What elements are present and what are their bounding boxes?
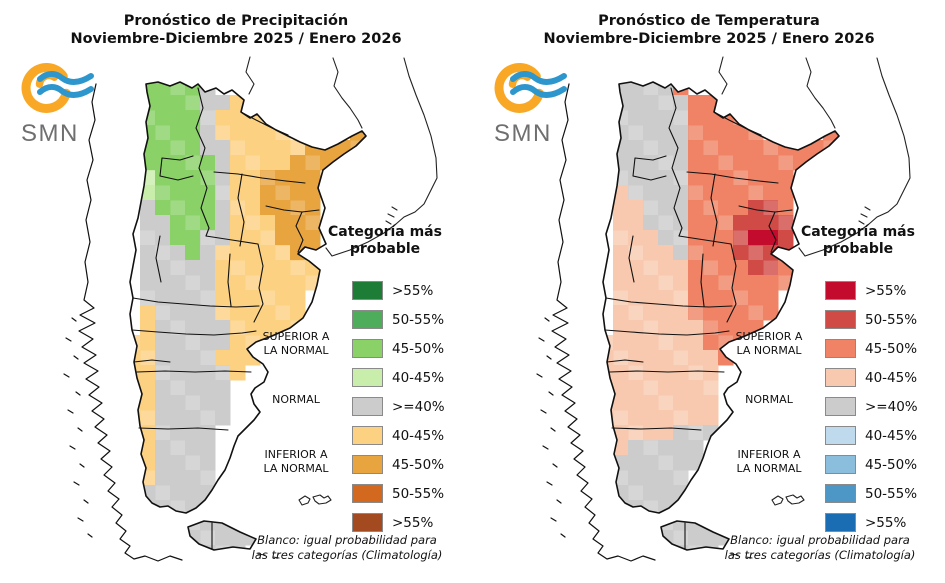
temperature-legend: >55% 50-55% 45-50% 40-45% >=40% 40-45% 4… <box>825 281 918 542</box>
title-line1: Pronóstico de Precipitación <box>123 13 349 29</box>
logo-wave-icon <box>510 84 567 98</box>
legend-entry: 40-45% <box>825 426 918 445</box>
legend-entry: >55% <box>352 513 445 532</box>
precipitation-title: Pronóstico de Precipitación Noviembre-Di… <box>0 12 472 48</box>
legend-entry: 40-45% <box>352 368 445 387</box>
legend-entry: >55% <box>825 513 918 532</box>
legend-label: 45-50% <box>865 340 918 357</box>
legend-entry: >=40% <box>352 397 445 416</box>
logo-ring-icon <box>494 62 544 113</box>
logo-ring-icon <box>21 62 71 113</box>
category-label-superior: SUPERIOR A LA NORMAL <box>735 330 803 357</box>
logo-wave-icon <box>37 84 94 98</box>
province-borders <box>131 87 320 550</box>
category-label-superior: SUPERIOR A LA NORMAL <box>262 330 330 357</box>
legend-label: >55% <box>865 514 907 531</box>
legend-entry: >55% <box>825 281 918 300</box>
legend-swatch <box>825 513 856 532</box>
legend-swatch <box>825 368 856 387</box>
smn-logo: SMN <box>494 62 567 147</box>
chile-coastline <box>536 83 656 562</box>
legend-entry: 40-45% <box>825 368 918 387</box>
legend-footnote: Blanco: igual probabilidad para las tres… <box>724 533 916 562</box>
legend-label: 40-45% <box>392 427 445 444</box>
legend-label: 45-50% <box>392 456 445 473</box>
legend-label: 40-45% <box>865 369 918 386</box>
legend-swatch <box>825 484 856 503</box>
legend-header: Categoría más probable <box>328 224 442 257</box>
legend-swatch <box>352 397 383 416</box>
legend-swatch <box>825 281 856 300</box>
legend-entry: 45-50% <box>352 339 445 358</box>
province-borders <box>604 87 793 550</box>
legend-swatch <box>352 368 383 387</box>
legend-entry: >55% <box>352 281 445 300</box>
legend-entry: 45-50% <box>825 455 918 474</box>
legend-label: >55% <box>392 514 434 531</box>
legend-label: 45-50% <box>392 340 445 357</box>
logo-wave-icon <box>37 71 94 85</box>
temperature-title: Pronóstico de Temperatura Noviembre-Dici… <box>473 12 945 48</box>
argentina-outline <box>602 81 840 551</box>
category-label-normal: NORMAL <box>272 393 320 406</box>
legend-entry: 50-55% <box>352 310 445 329</box>
legend-header: Categoría más probable <box>801 224 915 257</box>
neighbor-borders <box>718 56 911 559</box>
legend-label: 50-55% <box>865 311 918 328</box>
chile-coastline <box>63 83 183 562</box>
logo-wave-icon <box>510 71 567 85</box>
argentina-outline <box>129 81 367 551</box>
legend-footnote: Blanco: igual probabilidad para las tres… <box>251 533 443 562</box>
legend-swatch <box>825 455 856 474</box>
legend-label: 45-50% <box>865 456 918 473</box>
legend-entry: 40-45% <box>352 426 445 445</box>
legend-entry: 50-55% <box>825 484 918 503</box>
legend-entry: 45-50% <box>825 339 918 358</box>
legend-label: >55% <box>865 282 907 299</box>
logo-text: SMN <box>21 120 79 147</box>
legend-entry: >=40% <box>825 397 918 416</box>
legend-label: 40-45% <box>865 427 918 444</box>
legend-label: >=40% <box>392 398 445 415</box>
category-label-normal: NORMAL <box>745 393 793 406</box>
precipitation-map: SMN <box>21 56 438 562</box>
precipitation-legend: >55% 50-55% 45-50% 40-45% >=40% 40-45% 4… <box>352 281 445 542</box>
legend-label: >55% <box>392 282 434 299</box>
legend-swatch <box>352 426 383 445</box>
temperature-panel: Pronóstico de Temperatura Noviembre-Dici… <box>473 0 945 583</box>
legend-swatch <box>352 455 383 474</box>
legend-label: 50-55% <box>865 485 918 502</box>
legend-swatch <box>825 426 856 445</box>
legend-swatch <box>825 397 856 416</box>
forecast-grid <box>130 82 366 550</box>
logo-text: SMN <box>494 120 552 147</box>
legend-label: >=40% <box>865 398 918 415</box>
title-line1: Pronóstico de Temperatura <box>598 13 820 29</box>
title-line2: Noviembre-Diciembre 2025 / Enero 2026 <box>543 31 875 47</box>
legend-swatch <box>352 339 383 358</box>
forecast-grid <box>603 82 839 550</box>
legend-swatch <box>352 310 383 329</box>
legend-entry: 50-55% <box>825 310 918 329</box>
legend-label: 50-55% <box>392 311 445 328</box>
title-line2: Noviembre-Diciembre 2025 / Enero 2026 <box>70 31 402 47</box>
category-label-inferior: INFERIOR A LA NORMAL <box>263 448 329 475</box>
category-label-inferior: INFERIOR A LA NORMAL <box>736 448 802 475</box>
legend-swatch <box>352 484 383 503</box>
legend-entry: 45-50% <box>352 455 445 474</box>
temperature-map: SMN <box>494 56 911 562</box>
legend-swatch <box>352 281 383 300</box>
legend-label: 40-45% <box>392 369 445 386</box>
legend-label: 50-55% <box>392 485 445 502</box>
precipitation-panel: Pronóstico de Precipitación Noviembre-Di… <box>0 0 472 583</box>
legend-entry: 50-55% <box>352 484 445 503</box>
legend-swatch <box>825 339 856 358</box>
legend-swatch <box>352 513 383 532</box>
legend-swatch <box>825 310 856 329</box>
smn-logo: SMN <box>21 62 94 147</box>
neighbor-borders <box>245 56 438 559</box>
